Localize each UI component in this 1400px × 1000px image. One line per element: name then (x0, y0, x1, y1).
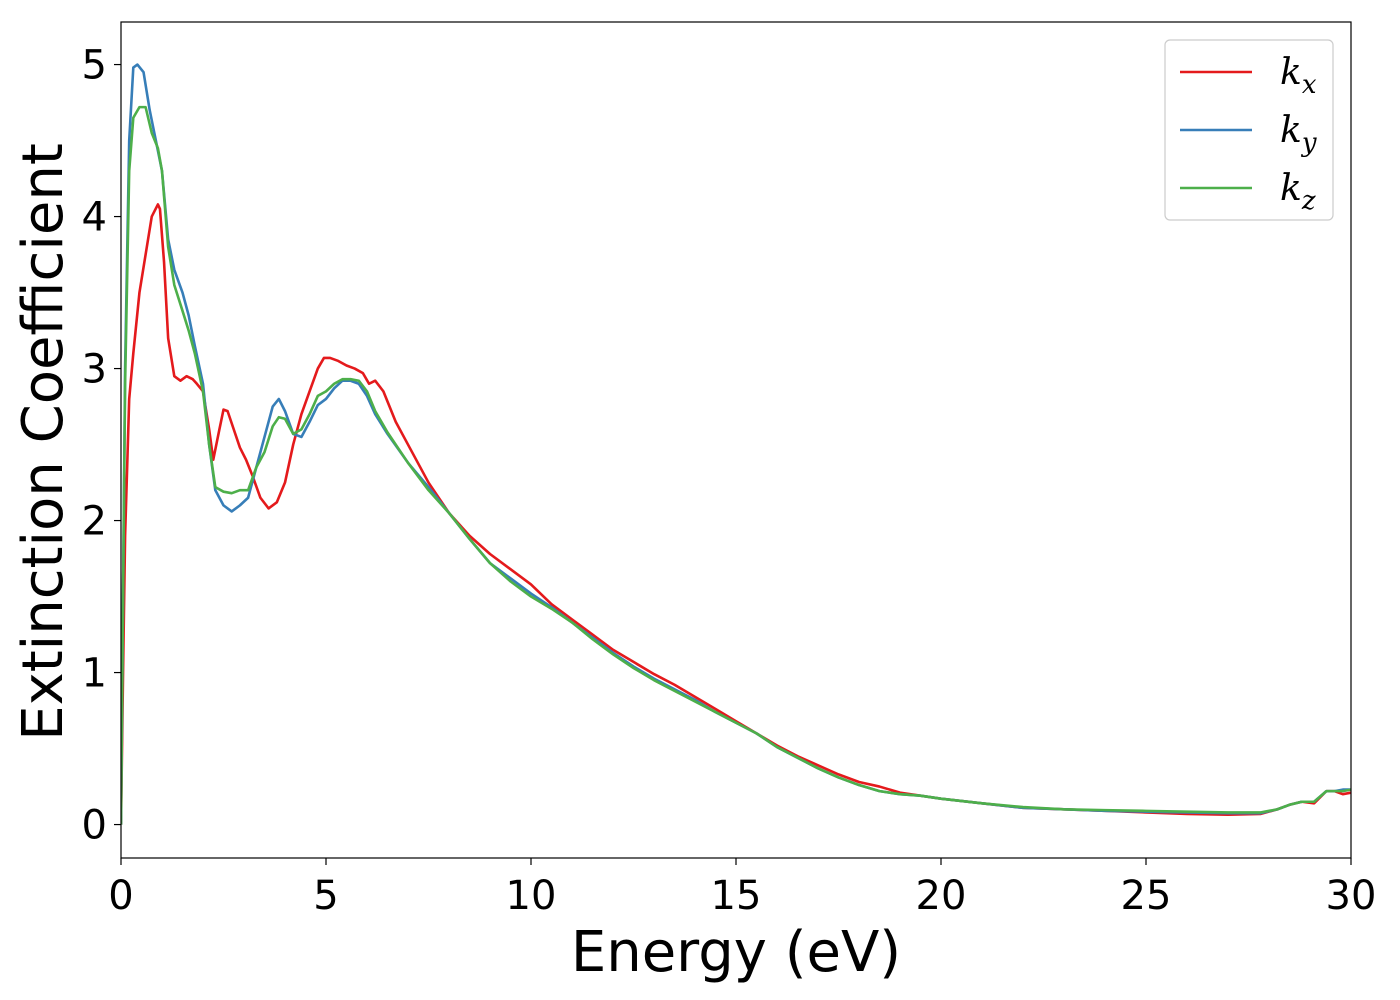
series-lines (121, 63, 1351, 825)
x-tick-label: 0 (108, 873, 133, 919)
y-tick-label: 4 (82, 195, 107, 241)
series-line-k-z (121, 105, 1351, 825)
legend-label: kx (1280, 52, 1317, 100)
x-tick-label: 5 (313, 873, 338, 919)
x-tick-label: 25 (1121, 873, 1172, 919)
axes-layer: 0 5 10 15 20 25 30 0 1 2 3 4 5 (82, 21, 1377, 919)
y-tick-label: 2 (82, 499, 107, 545)
x-tick-label: 20 (916, 873, 967, 919)
x-tick-label: 30 (1326, 873, 1377, 919)
x-tick-label: 15 (711, 873, 762, 919)
y-tick-label: 0 (82, 803, 107, 849)
x-axis-label: Energy (eV) (571, 920, 901, 985)
legend: kx ky kz (1164, 39, 1334, 221)
y-tick-label: 3 (82, 347, 107, 393)
plot-layer (121, 63, 1351, 825)
x-tick-label: 10 (506, 873, 557, 919)
legend-label: ky (1280, 110, 1317, 158)
y-tick-label: 1 (82, 651, 107, 697)
legend-label: kz (1280, 168, 1316, 216)
y-axis-label: Extinction Coefficient (11, 143, 76, 741)
y-tick-label: 5 (82, 43, 107, 89)
